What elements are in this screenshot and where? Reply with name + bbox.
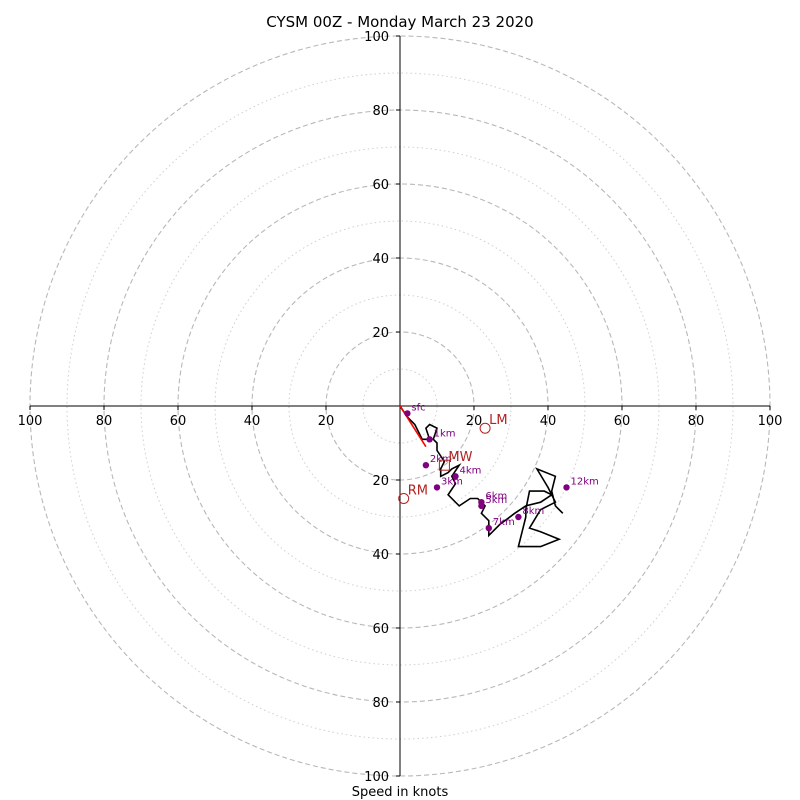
storm-motion-label-LM: LM — [489, 413, 507, 428]
x-tick-label: 40 — [540, 414, 557, 429]
y-tick-label: 40 — [372, 548, 389, 563]
x-tick-label: 60 — [170, 414, 187, 429]
y-tick-label: 60 — [372, 622, 389, 637]
x-tick-label: 20 — [466, 414, 483, 429]
x-tick-label: 40 — [244, 414, 261, 429]
height-marker-2km — [422, 462, 430, 469]
height-label-12km: 12km — [571, 476, 599, 487]
x-tick-label: 80 — [96, 414, 113, 429]
height-label-4km: 4km — [460, 465, 482, 476]
storm-motion-label-MW: MW — [448, 450, 472, 465]
storm-motion-marker-MW — [438, 459, 450, 471]
y-tick-label: 100 — [364, 30, 389, 45]
hodograph-line — [399, 405, 564, 548]
height-label-7km: 7km — [493, 517, 515, 528]
y-tick-label: 20 — [372, 326, 389, 341]
height-label-1km: 1km — [434, 428, 456, 439]
height-marker-4km — [452, 473, 459, 480]
height-label-6km: 6km — [485, 491, 507, 502]
height-marker-12km — [563, 484, 570, 491]
y-tick-label: 40 — [372, 252, 389, 267]
storm-motion-label-RM: RM — [408, 484, 428, 499]
x-tick-label: 80 — [688, 414, 705, 429]
x-tick-label: 100 — [18, 414, 43, 429]
y-tick-label: 20 — [372, 474, 389, 489]
y-tick-label: 100 — [364, 770, 389, 785]
height-label-8km: 8km — [522, 506, 544, 517]
x-tick-label: 60 — [614, 414, 631, 429]
height-marker-8km — [515, 513, 522, 521]
height-label-3km: 3km — [441, 476, 463, 487]
height-label-sfc: sfc — [411, 402, 425, 413]
height-marker-1km — [426, 436, 433, 443]
height-label-5km: 5km — [485, 495, 507, 506]
storm-motion-marker-RM — [398, 493, 410, 504]
height-marker-7km — [485, 524, 492, 532]
storm-motion-marker-LM — [479, 422, 491, 434]
x-tick-label: 100 — [758, 414, 783, 429]
x-axis-label: Speed in knots — [352, 785, 449, 800]
y-tick-label: 60 — [372, 178, 389, 193]
y-tick-label: 80 — [372, 696, 389, 711]
chart-title: CYSM 00Z - Monday March 23 2020 — [266, 13, 533, 31]
height-marker-6km — [478, 499, 485, 506]
height-marker-sfc — [404, 410, 411, 417]
x-tick-label: 20 — [318, 414, 335, 429]
height-marker-3km — [433, 484, 441, 491]
y-tick-label: 80 — [372, 104, 389, 119]
